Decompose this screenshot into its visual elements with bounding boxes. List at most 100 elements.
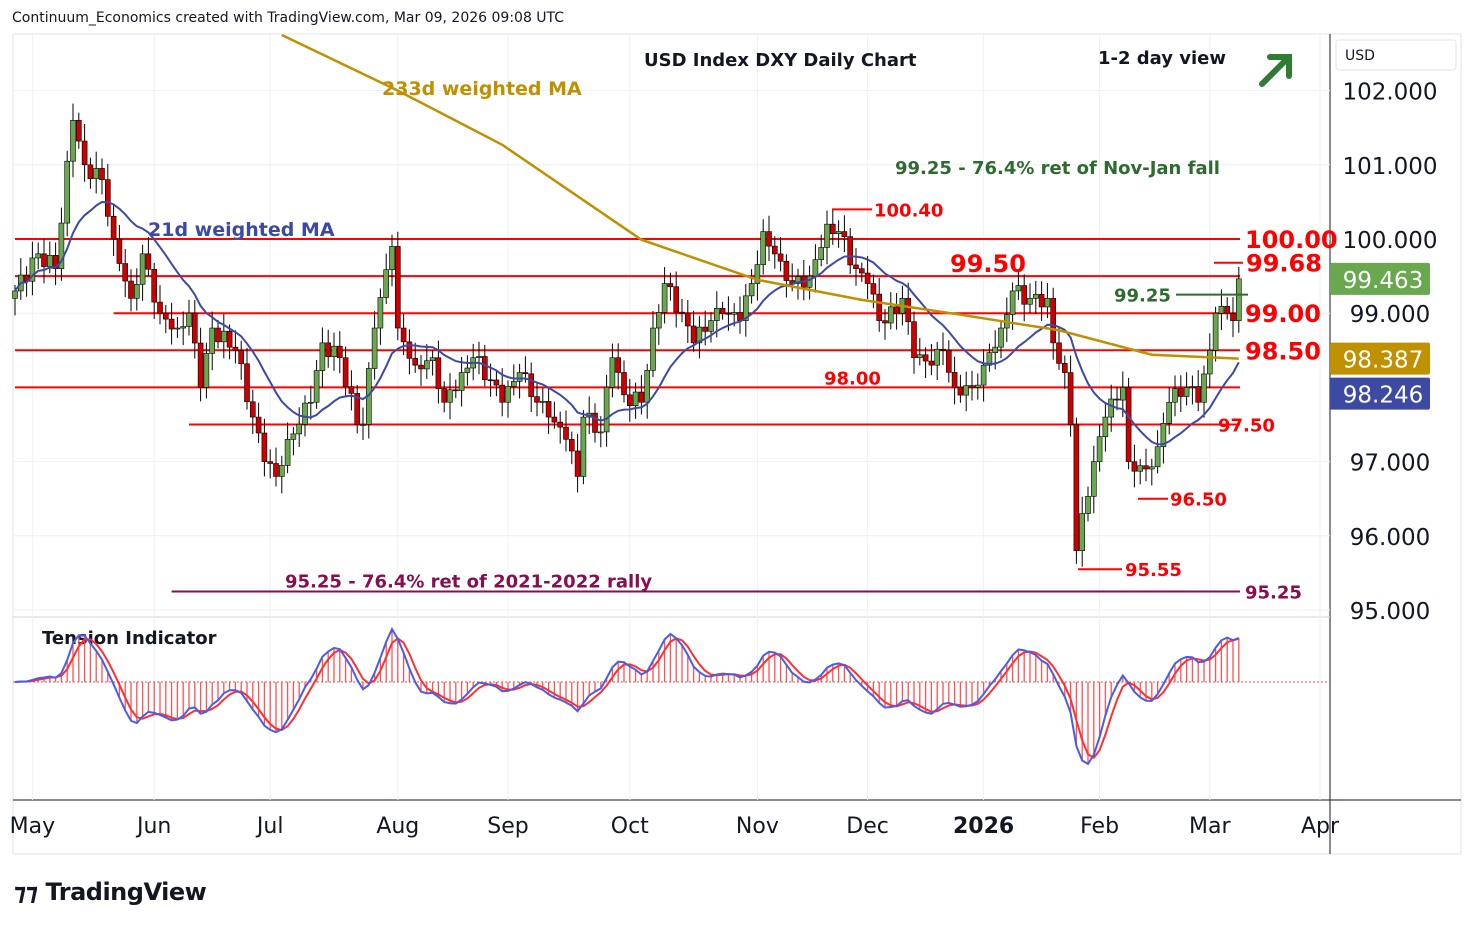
candle [1085,486,1091,522]
candle-body [795,276,801,284]
candle [934,341,941,380]
candle-body [597,431,604,434]
candle-body [1201,373,1207,403]
candle [516,363,523,399]
candle-body [551,416,558,423]
price-chart[interactable]: 102.000 101.000 100.000 99.000 97.000 96.000 9… [0,0,1474,870]
candle [534,381,540,417]
candle-body [46,255,53,267]
candle-body [818,247,825,260]
candle-body [99,168,105,180]
candle [278,455,285,494]
candle [476,341,482,375]
candle-body [696,326,703,344]
candle-body [348,386,355,394]
candle-body [522,372,529,375]
candle-body [679,311,685,314]
candle [1218,289,1225,330]
candle-body [1009,290,1016,315]
candle-body [777,253,784,262]
candle [174,317,181,338]
candle-body [487,379,494,382]
candle [847,227,854,274]
candle [221,314,227,359]
last-value-badge [1330,342,1430,375]
candle [841,215,848,253]
candle-body [290,433,297,440]
candle [887,292,894,330]
candle-body [244,363,250,403]
candle [145,236,152,276]
level-label-9800: 98.00 [824,368,881,389]
level-label: 99.00 [1245,300,1321,328]
candle-body [307,401,314,404]
candle [545,388,552,434]
candle [250,389,256,435]
candle [261,418,268,477]
candle-body [568,439,575,452]
candle-body [847,236,854,266]
candle [168,302,175,345]
candle [713,291,720,338]
candle-body [824,223,830,248]
candle [1102,402,1109,452]
candle-body [1085,496,1091,514]
candle-body [905,298,912,322]
candle [284,422,291,474]
candle-body [192,312,198,344]
candle [244,347,250,410]
candle [139,244,146,301]
candle-body [116,238,123,264]
candle-body [911,321,917,359]
candle-body [1189,386,1196,388]
candle [377,288,384,345]
candle-body [1172,388,1178,403]
candle-body [1114,398,1120,401]
month-tick-label: Jul [255,814,284,839]
candle [400,314,407,356]
candle-body [76,119,82,142]
candle [41,239,47,284]
candle-body [661,283,668,313]
candle [1027,283,1033,314]
candle [203,342,210,399]
candle [795,268,801,300]
candle [151,262,157,319]
logo-text: TradingView [45,878,207,906]
candle-body [1207,349,1213,375]
month-tick-label: Jun [135,814,171,839]
candle [197,327,204,402]
candle-body [1143,465,1149,470]
candle [1207,333,1213,388]
candle-body [539,401,546,403]
candle-body [284,439,291,466]
month-tick-label: Sep [487,814,528,839]
candle-body [1166,401,1172,424]
candle [963,371,970,412]
candle [81,123,88,182]
candle [52,242,59,286]
candle-body [1120,387,1126,401]
candle [1038,281,1045,321]
chart-title: USD Index DXY Daily Chart [644,50,917,71]
candle-body [435,357,442,390]
candle [986,343,993,372]
candle-body [128,280,134,299]
candle [609,343,616,398]
candle [574,433,581,493]
candle-body [255,416,262,434]
candle [383,253,390,304]
candle-body [580,416,587,477]
candle-body [980,364,987,386]
candle-body [447,389,453,403]
candle-body [557,421,564,428]
candle-body [574,450,581,477]
tradingview-logo[interactable]: ⁊⁊ TradingView [14,878,207,906]
candle-body [1160,423,1167,448]
candle [128,269,134,312]
candle-body [145,253,152,270]
candle-body [771,245,778,255]
ma233-line [281,33,1239,360]
candle-body [725,312,732,315]
candle [371,311,378,380]
